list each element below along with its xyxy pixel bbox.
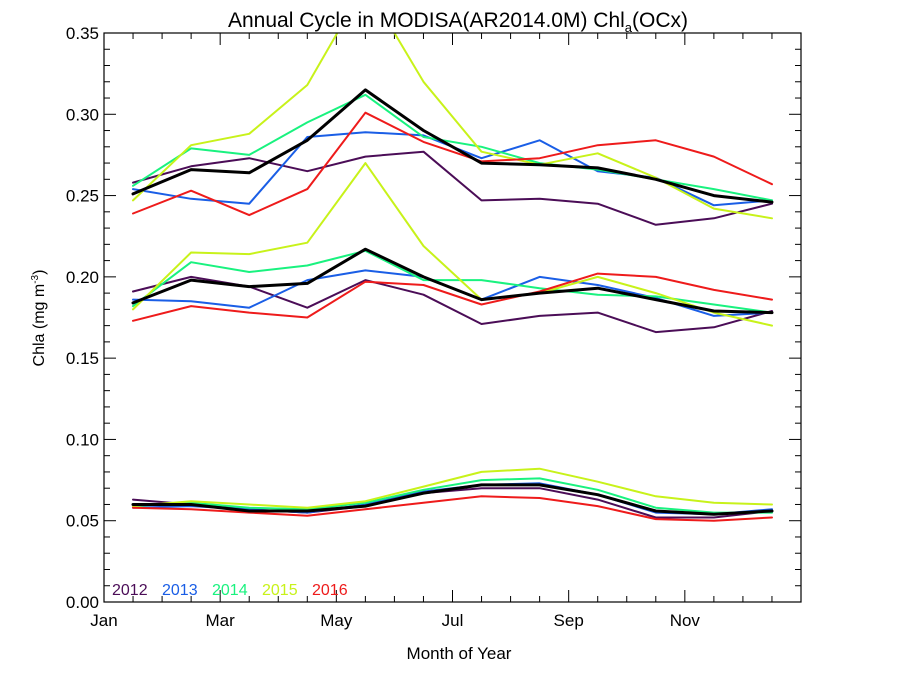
y-tick-label: 0.05: [66, 512, 99, 531]
series-line-upper: [132, 111, 773, 217]
chart-title-main: Annual Cycle in MODISA(AR2014.0M) Chl: [228, 9, 625, 32]
x-tick-label: Sep: [554, 611, 584, 630]
series-line-middle: [132, 162, 773, 327]
x-tick-label: Jul: [442, 611, 464, 630]
legend-entry: 2013: [162, 582, 198, 599]
y-tick-label: 0.20: [66, 268, 99, 287]
y-axis-label-close: ): [31, 270, 48, 275]
y-tick-label: 0.30: [66, 105, 99, 124]
series-line-lower: [131, 483, 774, 516]
legend-entry: 2016: [312, 582, 348, 599]
y-axis-label: Chla (mg m-3): [30, 270, 48, 367]
x-tick-label: Jan: [90, 611, 117, 630]
series-line-middle: [132, 249, 773, 314]
x-axis-ticks: Jan Mar May Jul Sep Nov: [90, 33, 773, 630]
series-line-upper: [131, 88, 774, 204]
legend: 2012 2013 2014 2015 2016: [112, 582, 348, 599]
series-line-middle: [132, 272, 773, 322]
y-tick-label: 0.35: [66, 24, 99, 43]
y-axis-label-text: Chla (mg m: [31, 284, 48, 367]
x-tick-label: Nov: [670, 611, 701, 630]
y-axis-label-superscript: -3: [30, 274, 41, 283]
legend-entry: 2015: [262, 582, 298, 599]
y-axis-ticks: 0.00 0.05 0.10 0.15 0.20 0.25 0.30 0.35: [66, 24, 801, 612]
series-line-upper: [132, 150, 773, 226]
chart-title-subscript: a: [625, 20, 633, 35]
y-tick-label: 0.25: [66, 187, 99, 206]
y-tick-label: 0.00: [66, 593, 99, 612]
x-axis-label: Month of Year: [407, 644, 512, 663]
series-line-lower: [132, 467, 773, 509]
series-line-upper: [132, 131, 773, 207]
series-line-middle: [131, 247, 774, 315]
chart-title: Annual Cycle in MODISA(AR2014.0M) Chla(O…: [228, 9, 688, 35]
x-tick-label: May: [320, 611, 353, 630]
legend-entry: 2014: [212, 582, 248, 599]
chart-title-tail: (OCx): [632, 9, 688, 32]
legend-entry: 2012: [112, 582, 148, 599]
series-line-lower: [132, 495, 773, 522]
plot-frame: [103, 32, 802, 603]
series-lines: [131, 33, 774, 522]
series-line-lower: [132, 477, 773, 514]
y-tick-label: 0.15: [66, 349, 99, 368]
x-tick-label: Mar: [206, 611, 236, 630]
y-tick-label: 0.10: [66, 430, 99, 449]
